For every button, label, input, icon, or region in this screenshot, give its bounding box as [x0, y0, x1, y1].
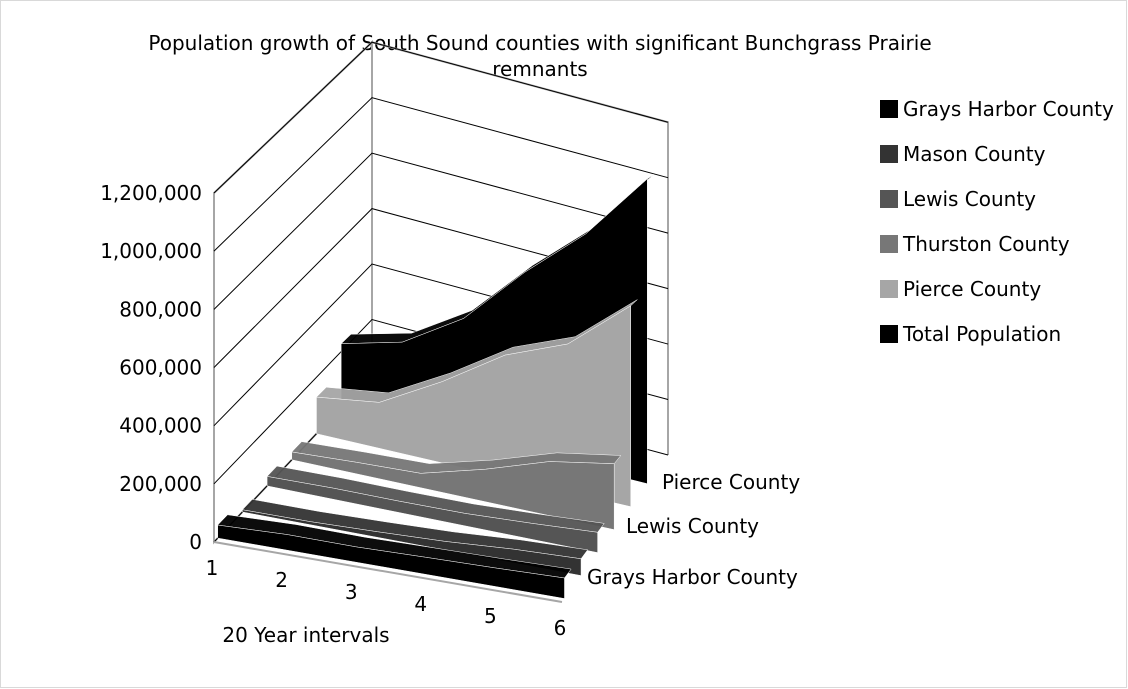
legend: Grays Harbor County Mason County Lewis Cou… [880, 86, 1124, 356]
y-tick-label: 400,000 [119, 414, 202, 438]
legend-label: Grays Harbor County [903, 96, 1114, 121]
legend-item: Thurston County [880, 221, 1124, 266]
y-tick-label: 200,000 [119, 472, 202, 496]
gridline [213, 97, 669, 252]
x-axis-line [213, 541, 563, 603]
depth-axis-label: Grays Harbor County [587, 565, 798, 589]
legend-label: Lewis County [903, 186, 1037, 211]
x-tick-label: 1 [206, 556, 219, 580]
legend-swatch [880, 144, 898, 163]
depth-axis-label: Pierce County [662, 470, 800, 494]
chart-title: Population growth of South Sound countie… [148, 31, 932, 81]
legend-swatch [880, 279, 898, 298]
legend-item: Pierce County [880, 266, 1124, 311]
series-face [266, 476, 598, 553]
y-tick-label: 1,000,000 [100, 239, 202, 263]
gridline [213, 41, 669, 194]
series-thurston-county [291, 441, 622, 530]
gridline [213, 152, 669, 310]
x-tick-label: 3 [345, 580, 358, 604]
x-tick-label: 6 [554, 616, 567, 640]
legend-label: Pierce County [903, 276, 1042, 301]
legend-item: Lewis County [880, 176, 1124, 221]
y-tick-label: 1,200,000 [100, 181, 202, 205]
legend-swatch [880, 324, 898, 343]
legend-swatch [880, 99, 898, 118]
x-tick-label: 2 [275, 568, 288, 592]
y-tick-label: 800,000 [119, 297, 202, 321]
depth-axis-label: Lewis County [626, 514, 759, 538]
series-layer [217, 174, 655, 599]
legend-item: Mason County [880, 131, 1124, 176]
x-axis-title: 20 Year intervals [222, 623, 389, 647]
axes-layer: 0 200,000 400,000 600,000 800,000 1,000,000 1,… [100, 181, 800, 647]
y-tick-label: 0 [189, 530, 202, 554]
legend-swatch [880, 234, 898, 253]
legend-label: Mason County [903, 141, 1046, 166]
legend-item: Grays Harbor County [880, 86, 1124, 131]
series-face [291, 451, 615, 530]
series-lewis-county [266, 465, 605, 553]
x-tick-label: 4 [414, 592, 427, 616]
x-tick-label: 5 [484, 604, 497, 628]
legend-label: Total Population [903, 321, 1062, 346]
legend-label: Thurston County [903, 231, 1070, 256]
series-grays-harbor-county [217, 514, 572, 599]
legend-item: Total Population [880, 311, 1124, 356]
series-face [217, 524, 565, 599]
y-tick-label: 600,000 [119, 356, 202, 380]
legend-swatch [880, 189, 898, 208]
